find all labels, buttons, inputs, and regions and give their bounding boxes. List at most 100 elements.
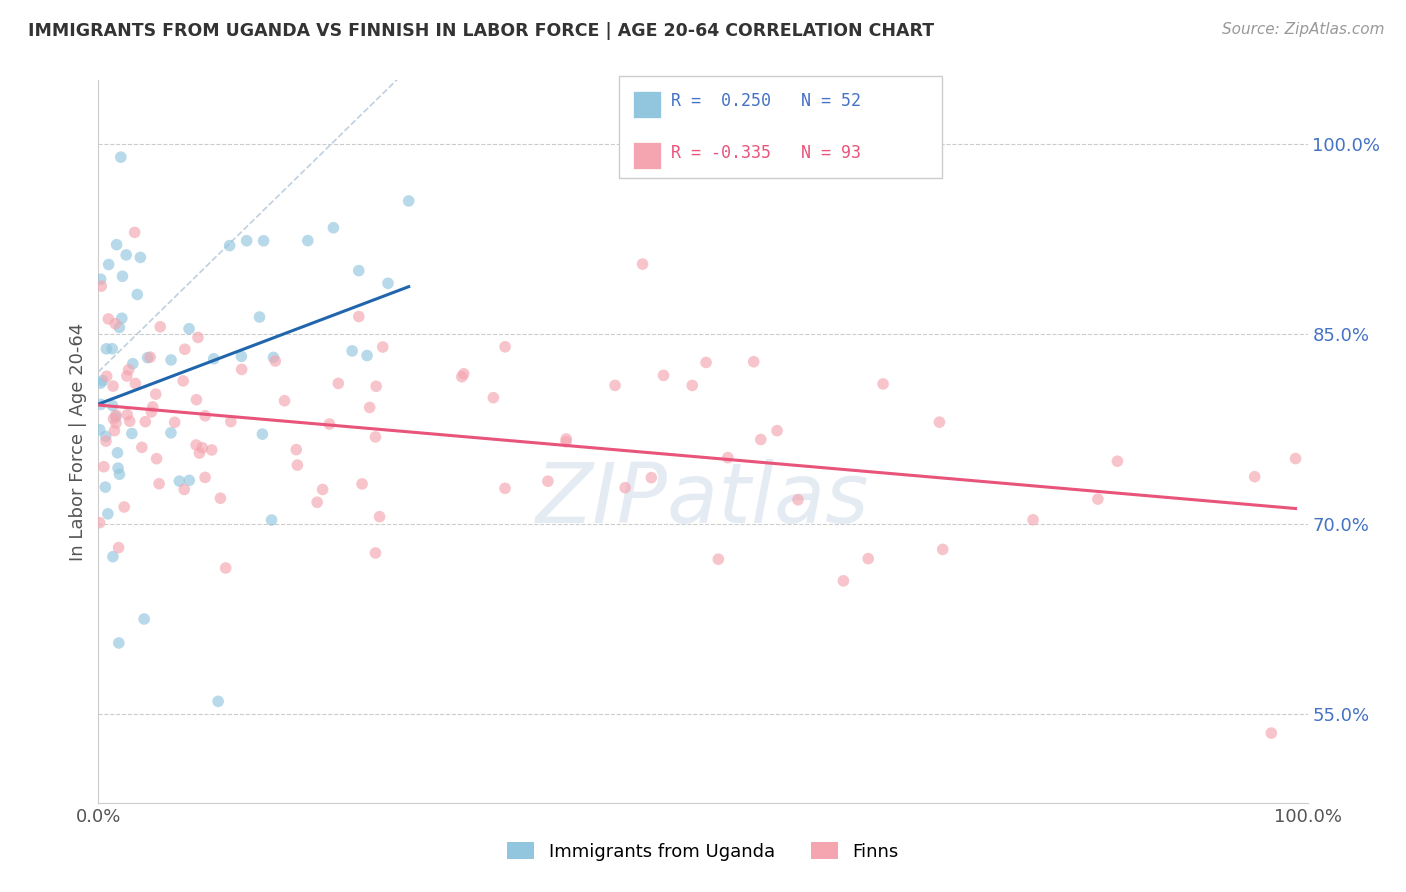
- Point: [124, 376, 146, 391]
- Point: [285, 458, 308, 472]
- Point: [453, 367, 475, 381]
- Point: [187, 330, 209, 344]
- Point: [318, 417, 340, 431]
- Point: [104, 409, 127, 424]
- Point: [131, 441, 153, 455]
- Point: [110, 150, 132, 164]
- Point: [101, 379, 124, 393]
- Point: [108, 467, 131, 482]
- Point: [96, 369, 118, 384]
- Point: [695, 355, 717, 369]
- Point: [173, 343, 195, 357]
- Point: [209, 491, 232, 506]
- Point: [90, 397, 112, 411]
- Point: [148, 476, 170, 491]
- Point: [194, 409, 217, 423]
- Point: [194, 470, 217, 484]
- Point: [188, 446, 211, 460]
- Point: [311, 483, 333, 497]
- Point: [202, 351, 225, 366]
- Point: [297, 234, 319, 248]
- Point: [858, 551, 880, 566]
- Point: [111, 311, 134, 326]
- Point: [90, 279, 112, 293]
- Point: [1107, 454, 1129, 468]
- Point: [111, 269, 134, 284]
- Text: R = -0.335   N = 93: R = -0.335 N = 93: [671, 144, 860, 161]
- Point: [1284, 451, 1306, 466]
- Point: [117, 363, 139, 377]
- Point: [359, 401, 381, 415]
- Point: [115, 369, 138, 384]
- Point: [139, 350, 162, 364]
- Point: [94, 480, 117, 494]
- Point: [555, 432, 578, 446]
- Point: [90, 272, 112, 286]
- Text: R =  0.250   N = 52: R = 0.250 N = 52: [671, 93, 860, 111]
- Point: [652, 368, 675, 383]
- Point: [218, 238, 240, 252]
- Point: [356, 349, 378, 363]
- Point: [97, 312, 120, 326]
- Point: [179, 474, 201, 488]
- Point: [273, 393, 295, 408]
- Point: [127, 287, 149, 301]
- Point: [482, 391, 505, 405]
- Point: [177, 322, 200, 336]
- Point: [103, 411, 125, 425]
- Y-axis label: In Labor Force | Age 20-64: In Labor Force | Age 20-64: [69, 322, 87, 561]
- Point: [136, 351, 159, 365]
- Point: [89, 423, 111, 437]
- Point: [263, 351, 285, 365]
- Point: [872, 376, 894, 391]
- Point: [103, 424, 125, 438]
- Point: [134, 612, 156, 626]
- Point: [231, 349, 253, 363]
- Point: [640, 470, 662, 484]
- Point: [105, 237, 128, 252]
- Point: [307, 495, 329, 509]
- Point: [832, 574, 855, 588]
- Text: IMMIGRANTS FROM UGANDA VS FINNISH IN LABOR FORCE | AGE 20-64 CORRELATION CHART: IMMIGRANTS FROM UGANDA VS FINNISH IN LAB…: [28, 22, 934, 40]
- Point: [631, 257, 654, 271]
- Point: [364, 430, 387, 444]
- Point: [104, 317, 127, 331]
- Point: [366, 379, 388, 393]
- Point: [145, 451, 167, 466]
- Point: [235, 234, 257, 248]
- Point: [371, 340, 394, 354]
- Point: [124, 226, 146, 240]
- Point: [107, 541, 129, 555]
- Point: [191, 441, 214, 455]
- Point: [184, 438, 207, 452]
- Point: [104, 416, 127, 430]
- Point: [347, 310, 370, 324]
- Point: [129, 251, 152, 265]
- Point: [398, 194, 420, 208]
- Point: [101, 549, 124, 564]
- Point: [142, 400, 165, 414]
- Point: [207, 694, 229, 708]
- Point: [94, 429, 117, 443]
- Point: [93, 459, 115, 474]
- Point: [96, 342, 118, 356]
- Point: [115, 248, 138, 262]
- Point: [141, 405, 163, 419]
- Point: [285, 442, 308, 457]
- Point: [215, 561, 238, 575]
- Point: [264, 354, 287, 368]
- Point: [101, 342, 124, 356]
- Point: [105, 408, 128, 422]
- Point: [494, 340, 516, 354]
- Point: [97, 507, 120, 521]
- Point: [1243, 469, 1265, 483]
- Point: [537, 474, 560, 488]
- Point: [340, 343, 363, 358]
- Point: [145, 387, 167, 401]
- Point: [749, 433, 772, 447]
- Point: [614, 481, 637, 495]
- Point: [160, 425, 183, 440]
- Point: [115, 408, 138, 422]
- Point: [108, 636, 131, 650]
- Point: [322, 220, 344, 235]
